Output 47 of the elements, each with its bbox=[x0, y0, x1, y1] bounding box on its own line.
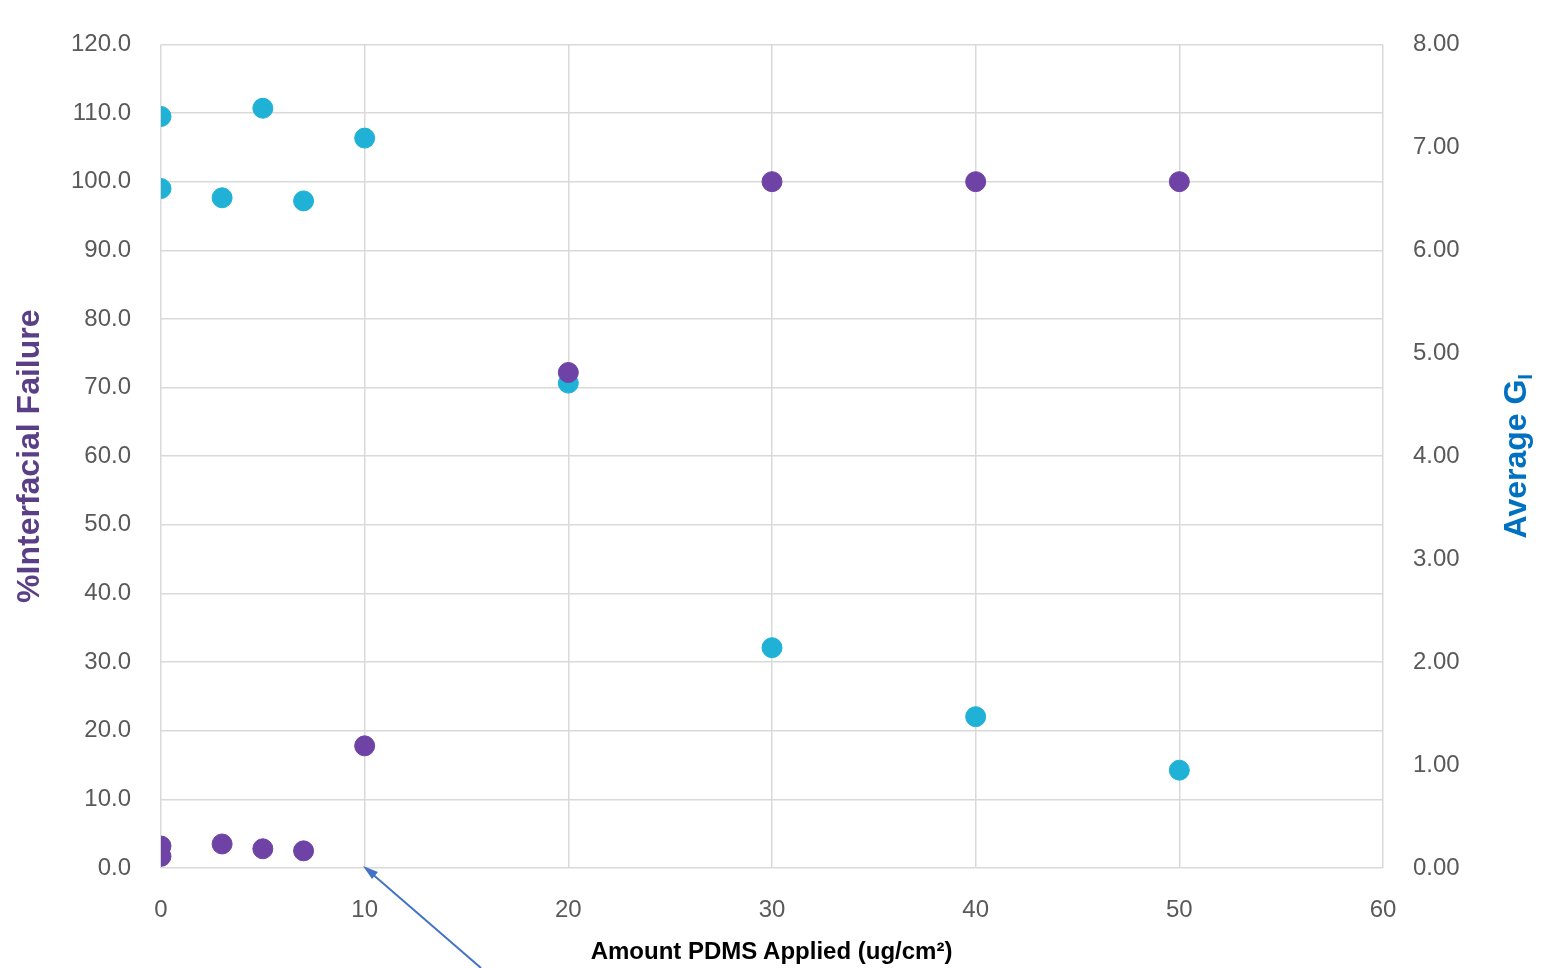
y-tick-label: 10.0 bbox=[84, 783, 131, 811]
x-tick-label: 60 bbox=[1369, 895, 1397, 923]
y2-axis-title: Average GI bbox=[1496, 373, 1537, 539]
y-tick-label: 80.0 bbox=[84, 303, 131, 331]
y2-tick-label: 5.00 bbox=[1413, 337, 1460, 365]
y-tick-label: 0.0 bbox=[97, 852, 131, 880]
point bbox=[965, 171, 987, 193]
point bbox=[761, 171, 783, 193]
point bbox=[293, 840, 315, 862]
y2-tick-label: 3.00 bbox=[1413, 543, 1460, 571]
y2-tick-label: 4.00 bbox=[1413, 440, 1460, 468]
y-tick-label: 90.0 bbox=[84, 234, 131, 262]
y2-tick-label: 0.00 bbox=[1413, 852, 1460, 880]
x-axis-title: Amount PDMS Applied (ug/cm²) bbox=[590, 936, 953, 964]
point bbox=[1168, 759, 1190, 781]
point bbox=[354, 127, 376, 149]
y-axis-title: %Interfacial Failure bbox=[9, 309, 46, 603]
point bbox=[557, 361, 579, 383]
x-tick-label: 10 bbox=[351, 895, 379, 923]
y-tick-label: 110.0 bbox=[72, 97, 131, 125]
y2-tick-label: 7.00 bbox=[1413, 131, 1460, 159]
y-tick-label: 20.0 bbox=[84, 715, 131, 743]
y-tick-label: 40.0 bbox=[84, 578, 131, 606]
y2-tick-label: 2.00 bbox=[1413, 646, 1460, 674]
y-tick-label: 120.0 bbox=[70, 29, 131, 57]
y2-tick-label: 6.00 bbox=[1413, 234, 1460, 262]
point bbox=[293, 190, 315, 212]
y-tick-label: 100.0 bbox=[70, 166, 131, 194]
x-tick-label: 0 bbox=[154, 895, 168, 923]
x-tick-label: 40 bbox=[962, 895, 990, 923]
x-tick-label: 20 bbox=[554, 895, 582, 923]
point bbox=[211, 187, 233, 209]
point bbox=[211, 833, 233, 855]
y-tick-label: 60.0 bbox=[84, 440, 131, 468]
point bbox=[965, 706, 987, 728]
y-tick-label: 30.0 bbox=[84, 646, 131, 674]
point bbox=[761, 637, 783, 659]
x-tick-label: 30 bbox=[758, 895, 786, 923]
point bbox=[252, 97, 274, 119]
point bbox=[1168, 171, 1190, 193]
point bbox=[354, 735, 376, 757]
y-tick-label: 50.0 bbox=[84, 509, 131, 537]
y2-tick-label: 8.00 bbox=[1413, 29, 1460, 57]
y-tick-label: 70.0 bbox=[84, 372, 131, 400]
point bbox=[252, 838, 274, 860]
y2-tick-label: 1.00 bbox=[1413, 749, 1460, 777]
x-tick-label: 50 bbox=[1165, 895, 1193, 923]
